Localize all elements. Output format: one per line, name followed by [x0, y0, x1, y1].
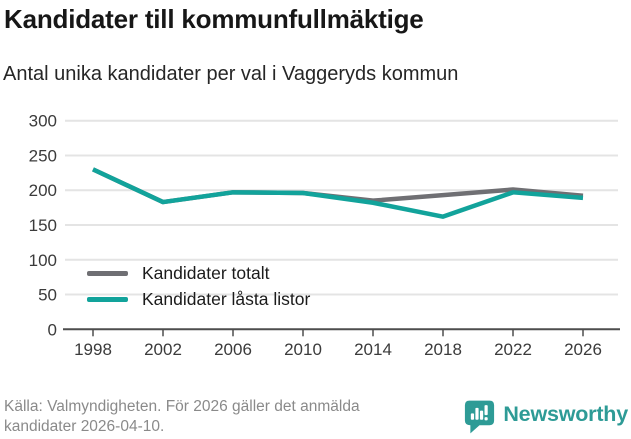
newsworthy-icon [465, 400, 495, 434]
legend-item-lasta-listor: Kandidater låsta listor [87, 286, 310, 312]
y-tick-label: 200 [29, 181, 57, 200]
x-tick-label: 2002 [144, 340, 182, 359]
y-tick-label: 50 [38, 286, 57, 305]
legend-swatch-totalt [87, 270, 128, 276]
chart-legend: Kandidater totalt Kandidater låsta listo… [87, 260, 310, 312]
source-note: Källa: Valmyndigheten. För 2026 gäller d… [4, 398, 360, 435]
x-tick-label: 2006 [214, 340, 252, 359]
y-tick-label: 300 [29, 112, 57, 131]
x-tick-label: 2026 [564, 340, 602, 359]
legend-label-totalt: Kandidater totalt [142, 262, 270, 283]
x-tick-label: 1998 [74, 340, 112, 359]
y-tick-label: 150 [29, 216, 57, 235]
newsworthy-logo[interactable]: Newsworthy [464, 399, 628, 435]
legend-swatch-lasta-listor [87, 296, 128, 302]
legend-label-lasta-listor: Kandidater låsta listor [142, 288, 311, 309]
page-title: Kandidater till kommunfullmäktige [4, 4, 424, 34]
legend-item-totalt: Kandidater totalt [87, 260, 310, 286]
x-tick-label: 2010 [284, 340, 322, 359]
series-line-1 [92, 167, 584, 219]
y-tick-label: 100 [29, 251, 57, 270]
x-tick-label: 2014 [354, 340, 392, 359]
y-tick-label: 0 [48, 320, 57, 339]
chart-subtitle: Antal unika kandidater per val i Vaggery… [3, 63, 459, 85]
y-tick-label: 250 [29, 146, 57, 165]
x-tick-label: 2022 [494, 340, 532, 359]
newsworthy-wordmark: Newsworthy [503, 402, 628, 426]
chart-canvas: 0 50 100 150 200 250 300 1998 2002 2006 2010 2014 20… [29, 112, 620, 359]
x-tick-label: 2018 [424, 340, 462, 359]
chart-container: 0 50 100 150 200 250 300 1998 2002 2006 2010 2014 20… [0, 95, 631, 395]
